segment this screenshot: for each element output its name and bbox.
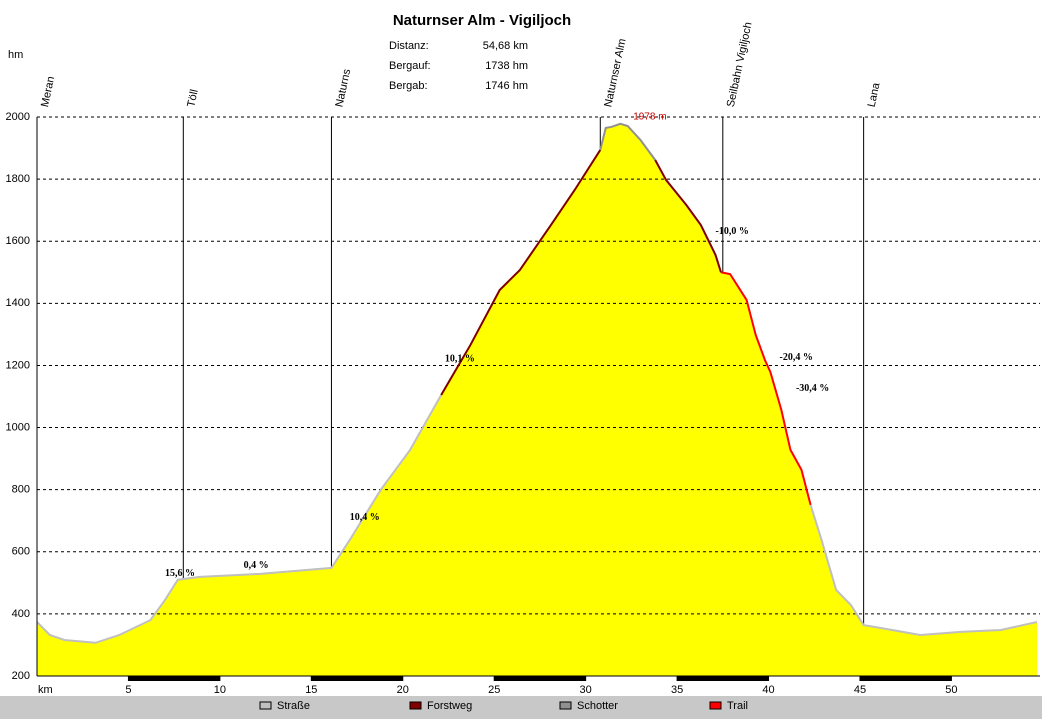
annotation: 15,6 % <box>165 568 195 579</box>
x-tick-label: 10 <box>214 684 226 696</box>
y-tick-label: 400 <box>12 608 30 620</box>
x-tick-label: 40 <box>762 684 774 696</box>
annotation: -20,4 % <box>780 352 813 363</box>
y-tick-label: 1800 <box>6 173 30 185</box>
x-tick-label: 5 <box>125 684 131 696</box>
y-axis-label: hm <box>8 49 23 61</box>
y-tick-label: 1400 <box>6 297 30 309</box>
legend-label: Trail <box>727 700 748 712</box>
profile-area <box>37 123 1037 677</box>
x-tick-label: 50 <box>945 684 957 696</box>
scale-bar <box>494 676 586 681</box>
info-label: Distanz: <box>389 40 429 52</box>
profile-line <box>440 149 722 396</box>
y-tick-label: 1200 <box>6 359 30 371</box>
info-label: Bergauf: <box>389 60 431 72</box>
x-tick-label: 45 <box>854 684 866 696</box>
info-value: 54,68 km <box>483 40 528 52</box>
profile-line <box>720 271 812 506</box>
annotation: 1978 m <box>633 112 666 123</box>
x-tick-label: 35 <box>671 684 683 696</box>
y-tick-label: 1000 <box>6 421 30 433</box>
legend-swatch <box>259 701 272 710</box>
x-axis-label: km <box>38 684 53 696</box>
legend-swatch <box>409 701 422 710</box>
legend-label: Schotter <box>577 700 618 712</box>
y-tick-label: 2000 <box>6 111 30 123</box>
waypoint-label: Lana <box>866 81 883 108</box>
x-tick-label: 20 <box>397 684 409 696</box>
x-tick-label: 30 <box>580 684 592 696</box>
legend-swatch <box>559 701 572 710</box>
y-tick-label: 200 <box>12 670 30 682</box>
profile-line <box>599 122 656 161</box>
info-label: Bergab: <box>389 80 428 92</box>
info-value: 1746 hm <box>485 80 528 92</box>
annotation: -10,0 % <box>715 226 748 237</box>
profile-line <box>36 394 1038 644</box>
annotation: 10,4 % <box>350 512 380 523</box>
x-tick-label: 25 <box>488 684 500 696</box>
annotation: -30,4 % <box>796 383 829 394</box>
legend-label: Straße <box>277 700 310 712</box>
scale-bar <box>311 676 403 681</box>
chart-title: Naturnser Alm - Vigiljoch <box>393 12 571 29</box>
legend-label: Forstweg <box>427 700 472 712</box>
scale-bar <box>859 676 952 681</box>
annotation: 10,1 % <box>445 354 475 365</box>
legend-bar <box>0 696 1042 719</box>
waypoint-label: Töll <box>185 88 200 108</box>
y-tick-label: 600 <box>12 546 30 558</box>
y-tick-label: 800 <box>12 484 30 496</box>
info-value: 1738 hm <box>485 60 528 72</box>
legend-swatch <box>709 701 722 710</box>
scale-bar <box>677 676 769 681</box>
y-tick-label: 1600 <box>6 235 30 247</box>
x-tick-label: 15 <box>305 684 317 696</box>
scale-bar <box>128 676 220 681</box>
annotation: 0,4 % <box>244 560 269 571</box>
